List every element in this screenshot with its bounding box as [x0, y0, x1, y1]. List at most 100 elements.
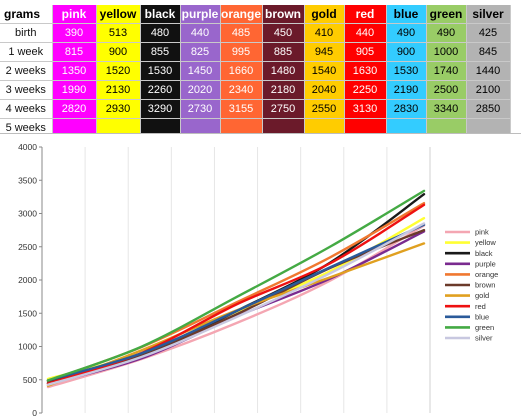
table-corner-label[interactable]: grams [0, 5, 53, 24]
table-cell[interactable]: 900 [386, 42, 427, 62]
table-cell[interactable]: 2850 [466, 99, 511, 119]
table-cell[interactable]: 440 [180, 23, 221, 43]
y-tick-label: 3000 [18, 209, 37, 219]
table-cell[interactable]: 1990 [52, 80, 97, 100]
column-header[interactable]: green [426, 5, 467, 24]
row-label[interactable]: 4 weeks [0, 99, 53, 119]
table-cell[interactable]: 2190 [386, 80, 427, 100]
table-cell[interactable]: 3340 [426, 99, 467, 119]
table-cell[interactable]: 1530 [386, 61, 427, 81]
table-cell[interactable]: 855 [140, 42, 181, 62]
legend-label: silver [475, 334, 493, 343]
table-cell[interactable]: 2750 [262, 99, 305, 119]
y-tick-label: 2000 [18, 275, 37, 285]
legend-label: orange [475, 270, 498, 279]
table-cell[interactable]: 1450 [180, 61, 221, 81]
table-body: birth 390 513 480 440 485 450 410 440 490 490 425 1 … [0, 23, 511, 138]
table-cell[interactable]: 480 [140, 23, 181, 43]
column-header[interactable]: black [140, 5, 181, 24]
legend-label: black [475, 249, 493, 258]
table-cell[interactable]: 485 [220, 23, 263, 43]
series-line-silver [46, 222, 426, 386]
column-header[interactable]: red [344, 5, 387, 24]
table-cell[interactable]: 1350 [52, 61, 97, 81]
table-cell[interactable]: 815 [52, 42, 97, 62]
series-line-green [46, 189, 426, 382]
column-header[interactable]: pink [52, 5, 97, 24]
legend-label: blue [475, 312, 489, 321]
column-header[interactable]: blue [386, 5, 427, 24]
table-cell[interactable]: 425 [466, 23, 511, 43]
y-tick-label: 1000 [18, 342, 37, 352]
table-cell[interactable]: 390 [52, 23, 97, 43]
table-cell[interactable]: 410 [304, 23, 345, 43]
table-row: 1 week 815 900 855 825 995 885 945 905 900 1000 845 [0, 42, 511, 62]
table-cell[interactable]: 1530 [140, 61, 181, 81]
table-row: 3 weeks 1990 2130 2260 2020 2340 2180 2040 2250 2… [0, 80, 511, 100]
table-cell[interactable]: 2020 [180, 80, 221, 100]
table-cell[interactable]: 2180 [262, 80, 305, 100]
table-cell[interactable]: 1000 [426, 42, 467, 62]
table-cell[interactable]: 1740 [426, 61, 467, 81]
table-cell[interactable]: 945 [304, 42, 345, 62]
table-cell[interactable]: 2500 [426, 80, 467, 100]
column-header[interactable]: brown [262, 5, 305, 24]
table-cell[interactable]: 1480 [262, 61, 305, 81]
table-cell[interactable]: 885 [262, 42, 305, 62]
legend-label: red [475, 302, 486, 311]
column-header[interactable]: purple [180, 5, 221, 24]
column-header[interactable]: orange [220, 5, 263, 24]
table-cell[interactable]: 490 [386, 23, 427, 43]
table-cell[interactable]: 1660 [220, 61, 263, 81]
table-cell[interactable]: 2830 [386, 99, 427, 119]
table-cell[interactable]: 2730 [180, 99, 221, 119]
legend-label: purple [475, 259, 496, 268]
table-cell[interactable]: 450 [262, 23, 305, 43]
table-cell[interactable]: 2100 [466, 80, 511, 100]
table-cell[interactable]: 2930 [96, 99, 141, 119]
row-label[interactable]: 2 weeks [0, 61, 53, 81]
table-cell[interactable]: 1520 [96, 61, 141, 81]
table-cell[interactable]: 995 [220, 42, 263, 62]
table-cell[interactable]: 1630 [344, 61, 387, 81]
series-line-red [46, 203, 426, 385]
table-cell[interactable]: 490 [426, 23, 467, 43]
table-cell[interactable]: 2340 [220, 80, 263, 100]
table-cell[interactable]: 900 [96, 42, 141, 62]
row-label[interactable]: 1 week [0, 42, 53, 62]
table-cell[interactable]: 3130 [344, 99, 387, 119]
table-row: birth 390 513 480 440 485 450 410 440 490 490 425 [0, 23, 511, 43]
table-cell[interactable]: 905 [344, 42, 387, 62]
legend-label: gold [475, 291, 489, 300]
table-cell[interactable]: 2040 [304, 80, 345, 100]
table-cell[interactable]: 2260 [140, 80, 181, 100]
table-cell[interactable]: 1540 [304, 61, 345, 81]
column-header[interactable]: yellow [96, 5, 141, 24]
table-cell[interactable]: 513 [96, 23, 141, 43]
y-tick-label: 4000 [18, 142, 37, 152]
table-cell[interactable]: 825 [180, 42, 221, 62]
column-header[interactable]: gold [304, 5, 345, 24]
table-cell[interactable]: 2130 [96, 80, 141, 100]
row-label[interactable]: birth [0, 23, 53, 43]
table-cell[interactable]: 2250 [344, 80, 387, 100]
chart-area[interactable]: 0 500 1000 1500 2000 2500 3000 3500 4000 pink yell… [0, 133, 521, 416]
growth-data-table: grams pink yellow black purple orange br… [0, 5, 511, 138]
table-cell[interactable]: 3155 [220, 99, 263, 119]
y-tick-label: 3500 [18, 175, 37, 185]
row-label[interactable]: 3 weeks [0, 80, 53, 100]
table-cell[interactable]: 3290 [140, 99, 181, 119]
table-cell[interactable]: 2820 [52, 99, 97, 119]
legend-label: green [475, 323, 494, 332]
table-cell[interactable]: 440 [344, 23, 387, 43]
y-tick-label: 2500 [18, 242, 37, 252]
line-chart: 0 500 1000 1500 2000 2500 3000 3500 4000 pinkyell… [18, 142, 498, 416]
column-header[interactable]: silver [466, 5, 511, 24]
table-cell[interactable]: 2550 [304, 99, 345, 119]
table-row: 2 weeks 1350 1520 1530 1450 1660 1480 1540 1630 1… [0, 61, 511, 81]
y-tick-label: 1500 [18, 308, 37, 318]
table-cell[interactable]: 845 [466, 42, 511, 62]
table-cell[interactable]: 1440 [466, 61, 511, 81]
series-line-orange [46, 201, 426, 382]
legend-label: yellow [475, 238, 496, 247]
